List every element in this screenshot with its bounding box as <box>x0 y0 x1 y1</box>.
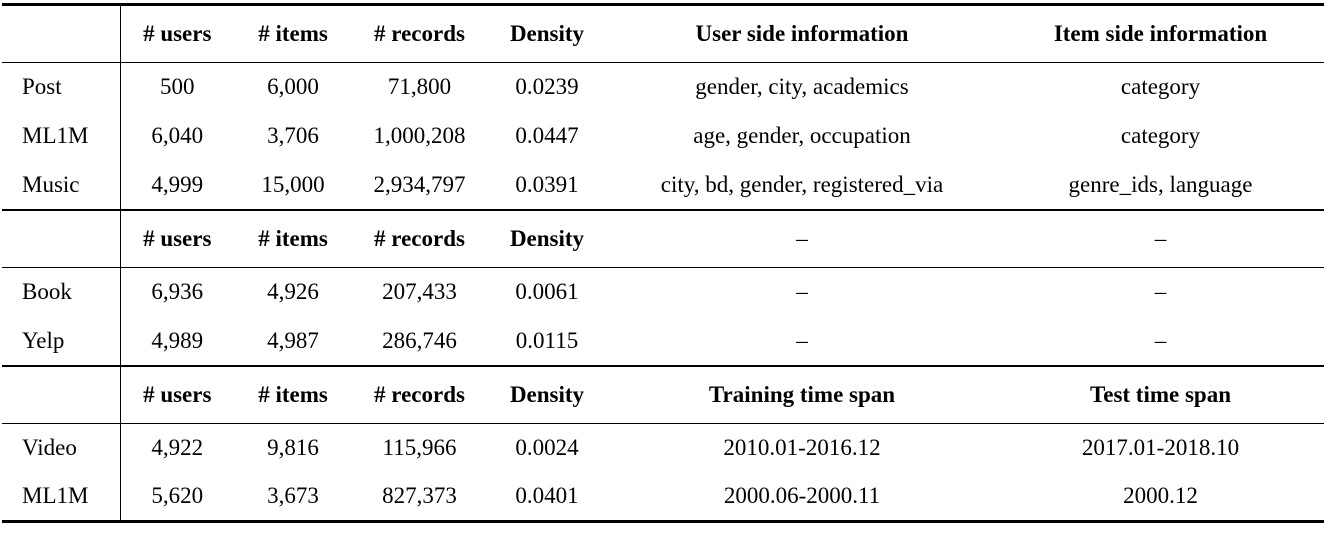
data-cell: 4,987 <box>267 327 319 353</box>
table-row: Yelp 4,989 4,987 286,746 0.0115 – – <box>2 316 1324 366</box>
data-cell: 2000.06-2000.11 <box>723 483 881 509</box>
table-row: ML1M 6,040 3,706 1,000,208 0.0447 age, gender… <box>2 111 1324 161</box>
data-cell: 0.0391 <box>515 171 579 197</box>
table-section-time-span: # users # items # records Density Training t… <box>2 365 1324 522</box>
data-cell: category <box>1120 74 1201 100</box>
column-header: # records <box>374 225 465 251</box>
header-row: # users # items # records Density – – <box>2 209 1324 268</box>
data-cell: 0.0024 <box>515 435 579 461</box>
data-cell: 0.0401 <box>515 483 579 509</box>
column-header: # records <box>374 381 465 407</box>
column-header: User side information <box>695 21 909 46</box>
data-cell: 286,746 <box>382 327 457 353</box>
data-cell: 4,926 <box>267 279 319 305</box>
column-header: Training time span <box>708 381 896 407</box>
corner-cell <box>2 365 121 424</box>
row-label: Yelp <box>2 316 121 366</box>
data-cell: 9,816 <box>267 435 319 461</box>
table-row: Video 4,922 9,816 115,966 0.0024 2010.01-2016… <box>2 423 1324 473</box>
data-cell: 1,000,208 <box>373 123 466 148</box>
column-header: # users <box>143 381 212 407</box>
data-cell: – <box>1154 327 1167 353</box>
data-cell: 207,433 <box>382 279 457 305</box>
data-cell: 500 <box>160 74 195 100</box>
data-cell: 3,706 <box>267 123 319 148</box>
data-cell: – <box>1154 279 1167 305</box>
data-cell: gender, city, academics <box>695 74 909 100</box>
data-cell: 6,000 <box>267 74 319 100</box>
corner-cell <box>2 4 121 63</box>
table-row: Post 500 6,000 71,800 0.0239 gender, city, ac… <box>2 62 1324 112</box>
table-section-no-side-info: # users # items # records Density – – Book 6,93… <box>2 209 1324 366</box>
data-cell: 0.0239 <box>515 74 579 100</box>
data-cell: 115,966 <box>382 435 457 461</box>
column-header: Density <box>509 21 585 46</box>
data-cell: 6,040 <box>151 123 204 148</box>
column-header: – <box>796 225 808 251</box>
column-header: # users <box>143 225 212 251</box>
table-row: Music 4,999 15,000 2,934,797 0.0391 city, bd,… <box>2 160 1324 210</box>
row-label: Book <box>2 267 121 317</box>
data-cell: 2,934,797 <box>373 171 466 197</box>
data-cell: 4,989 <box>151 327 204 353</box>
row-label: Video <box>2 423 121 473</box>
row-label: ML1M <box>2 472 121 522</box>
column-header: Density <box>509 225 585 251</box>
data-cell: 71,800 <box>387 74 452 100</box>
data-cell: 4,999 <box>151 171 204 197</box>
data-cell: 15,000 <box>261 171 325 197</box>
column-header: # records <box>374 21 465 46</box>
data-cell: 2017.01-2018.10 <box>1081 435 1240 461</box>
row-label: ML1M <box>2 111 121 161</box>
column-header: Item side information <box>1053 21 1268 46</box>
column-header: # items <box>258 381 328 407</box>
table-section-side-info: # users # items # records Density User side … <box>2 4 1324 210</box>
column-header: # items <box>258 21 328 46</box>
table-row: ML1M 5,620 3,673 827,373 0.0401 2000.06-2000.… <box>2 472 1324 522</box>
data-cell: genre_ids, language <box>1068 171 1253 197</box>
data-cell: category <box>1120 123 1201 148</box>
column-header: Test time span <box>1090 381 1231 407</box>
row-label: Post <box>2 62 121 112</box>
data-cell: 6,936 <box>151 279 204 305</box>
data-cell: 0.0447 <box>515 123 579 148</box>
row-label: Music <box>2 160 121 210</box>
data-cell: – <box>796 279 808 305</box>
data-cell: – <box>796 327 808 353</box>
data-cell: 0.0115 <box>515 327 579 353</box>
data-cell: 3,673 <box>267 483 319 509</box>
column-header: Density <box>509 381 585 407</box>
data-cell: 2010.01-2016.12 <box>723 435 881 461</box>
column-header: – <box>1154 225 1167 251</box>
dataset-statistics-table: # users # items # records Density User side … <box>2 3 1324 523</box>
column-header: # users <box>143 21 212 46</box>
data-cell: 5,620 <box>151 483 204 509</box>
data-cell: 2000.12 <box>1123 483 1198 509</box>
data-cell: 827,373 <box>382 483 457 509</box>
corner-cell <box>2 209 121 268</box>
header-row: # users # items # records Density Training t… <box>2 365 1324 424</box>
header-row: # users # items # records Density User side … <box>2 4 1324 63</box>
table-row: Book 6,936 4,926 207,433 0.0061 – – <box>2 267 1324 317</box>
paper-table-figure: # users # items # records Density User side … <box>2 3 1324 523</box>
data-cell: age, gender, occupation <box>693 123 911 148</box>
data-cell: city, bd, gender, registered_via <box>660 171 944 197</box>
data-cell: 4,922 <box>151 435 204 461</box>
column-header: # items <box>258 225 328 251</box>
data-cell: 0.0061 <box>515 279 579 305</box>
